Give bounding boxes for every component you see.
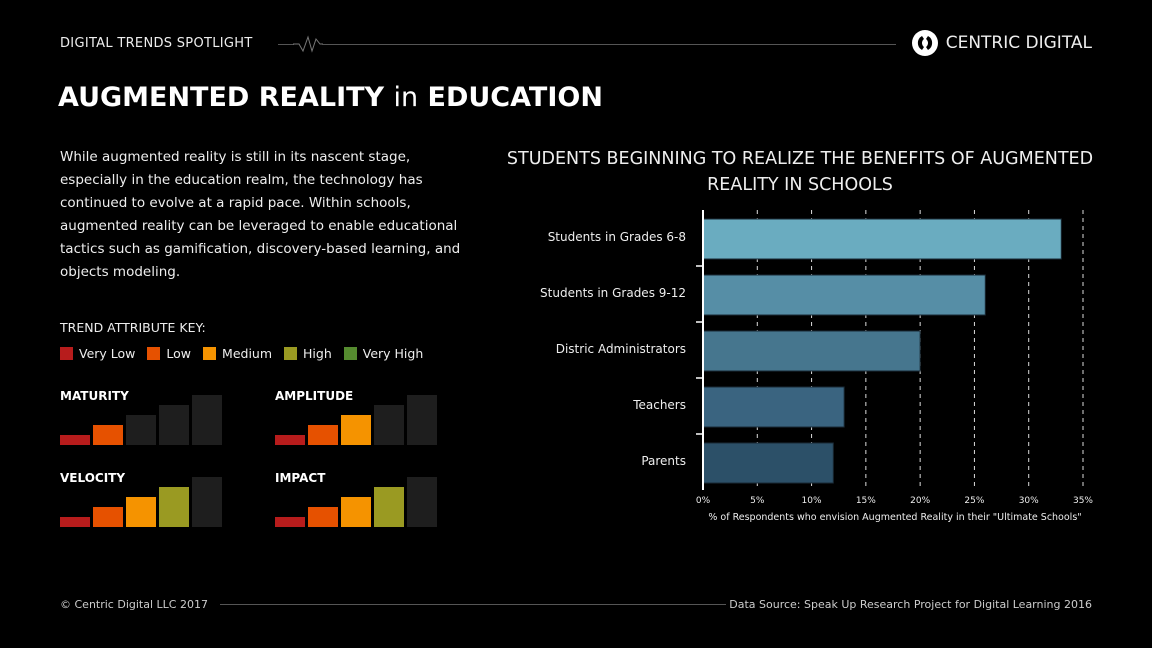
key-swatch bbox=[147, 347, 161, 360]
intro-text: While augmented reality is still in its … bbox=[60, 149, 461, 280]
attribute-label: AMPLITUDE bbox=[275, 389, 354, 403]
x-tick-label: 5% bbox=[750, 496, 765, 506]
x-tick-label: 0% bbox=[695, 496, 711, 506]
key-label: Very High bbox=[362, 346, 424, 361]
attribute-maturity: MATURITY bbox=[60, 389, 222, 445]
level-bar bbox=[192, 395, 222, 445]
level-bar bbox=[275, 435, 305, 445]
key-swatch bbox=[203, 347, 217, 360]
chart-title: STUDENTS BEGINNING TO REALIZE THE BENEFI… bbox=[506, 149, 1094, 195]
x-tick-label: 25% bbox=[964, 496, 985, 506]
key-swatch bbox=[343, 347, 357, 360]
category-label: Students in Grades 9-12 bbox=[540, 286, 686, 300]
level-bar bbox=[192, 477, 222, 527]
key-swatch bbox=[284, 347, 298, 360]
level-bar bbox=[159, 405, 189, 445]
level-bar bbox=[126, 415, 156, 445]
level-bar bbox=[60, 435, 90, 445]
level-bar bbox=[308, 425, 338, 445]
level-bar bbox=[60, 517, 90, 527]
key-label: Medium bbox=[222, 346, 273, 361]
brand-name: CENTRIC DIGITAL bbox=[945, 33, 1092, 53]
x-tick-label: 15% bbox=[855, 496, 876, 506]
bar bbox=[702, 442, 834, 484]
category-label: Students in Grades 6-8 bbox=[547, 230, 686, 244]
level-bar bbox=[126, 497, 156, 527]
bar bbox=[702, 218, 1062, 260]
level-bar bbox=[93, 507, 123, 527]
level-bar bbox=[159, 487, 189, 527]
category-label: Teachers bbox=[633, 398, 686, 412]
attribute-label: MATURITY bbox=[60, 389, 129, 403]
key-label: Low bbox=[166, 346, 192, 361]
key-item: Medium bbox=[203, 346, 272, 361]
level-bar bbox=[374, 487, 404, 527]
x-tick-label: 35% bbox=[1072, 496, 1093, 506]
attribute-label: VELOCITY bbox=[60, 471, 126, 485]
level-bar bbox=[308, 507, 338, 527]
x-axis-label: % of Respondents who envision Augmented … bbox=[708, 512, 1082, 523]
key-label: High bbox=[303, 346, 332, 361]
level-bar bbox=[407, 395, 437, 445]
key-item: High bbox=[284, 346, 332, 361]
x-tick-label: 10% bbox=[801, 496, 822, 506]
title-part: AUGMENTED REALITY bbox=[58, 82, 385, 113]
key-item: Very High bbox=[343, 346, 424, 361]
category-label: Distric Administrators bbox=[555, 342, 686, 356]
brand-logo: CENTRIC DIGITAL bbox=[911, 30, 1092, 56]
key-label: Very Low bbox=[79, 346, 136, 361]
x-tick-label: 30% bbox=[1018, 496, 1039, 506]
key-swatch bbox=[60, 347, 73, 360]
title-part: EDUCATION bbox=[427, 82, 603, 113]
bar bbox=[702, 386, 845, 428]
level-bar bbox=[93, 425, 123, 445]
key-heading: TREND ATTRIBUTE KEY: bbox=[60, 320, 206, 335]
attribute-label: IMPACT bbox=[275, 471, 326, 485]
header-divider bbox=[322, 44, 896, 45]
attribute-impact: IMPACT bbox=[275, 471, 437, 527]
category-label: Parents bbox=[641, 454, 686, 468]
series-title: DIGITAL TRENDS SPOTLIGHT bbox=[60, 36, 253, 51]
level-bar bbox=[275, 517, 305, 527]
level-bar bbox=[341, 415, 371, 445]
pulse-icon bbox=[293, 35, 323, 53]
bar bbox=[702, 330, 921, 372]
attribute-velocity: VELOCITY bbox=[60, 471, 222, 527]
level-bar bbox=[407, 477, 437, 527]
footer-divider bbox=[220, 604, 726, 605]
copyright: © Centric Digital LLC 2017 bbox=[60, 598, 208, 611]
key-item: Low bbox=[147, 346, 191, 361]
trend-key: Very Low Low Medium High Very High bbox=[60, 346, 423, 361]
level-bar bbox=[341, 497, 371, 527]
x-tick-label: 20% bbox=[910, 496, 931, 506]
page-title: AUGMENTED REALITY in EDUCATION bbox=[58, 82, 603, 113]
attribute-amplitude: AMPLITUDE bbox=[275, 389, 437, 445]
data-source: Data Source: Speak Up Research Project f… bbox=[729, 598, 1092, 611]
key-item: Very Low bbox=[60, 346, 135, 361]
circular-arrows-icon bbox=[911, 30, 938, 56]
bar bbox=[702, 274, 986, 316]
title-part: in bbox=[393, 82, 419, 113]
divider bbox=[278, 44, 294, 45]
level-bar bbox=[374, 405, 404, 445]
